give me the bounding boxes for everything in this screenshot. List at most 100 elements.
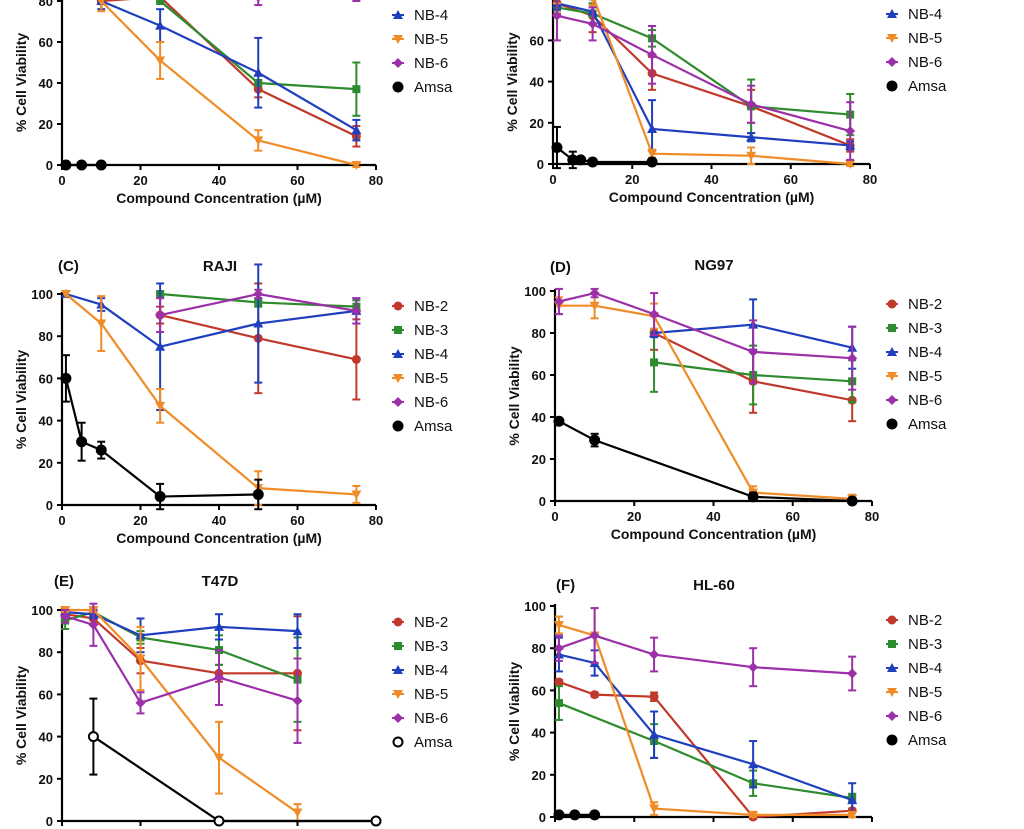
legend-label: NB-4: [414, 7, 448, 24]
x-tick-label: 60: [784, 172, 798, 187]
amsa-marker: [370, 815, 382, 827]
series-amsa: [60, 354, 264, 511]
legend-item-amsa: Amsa: [392, 734, 453, 751]
nb-4-marker: [393, 349, 403, 358]
y-tick-label: 20: [39, 117, 53, 132]
legend-item-nb-2: NB-2: [392, 298, 448, 315]
amsa-marker: [87, 731, 99, 743]
panel-label: (C): [58, 258, 79, 275]
nb-2-marker: [554, 677, 564, 687]
amsa-marker: [392, 736, 404, 748]
x-axis-label: Compound Concentration (µM): [116, 190, 322, 206]
panel-title: RAJI: [203, 258, 237, 275]
nb-5-marker: [589, 301, 600, 311]
series-nb-4: [60, 263, 362, 412]
legend-label: NB-2: [908, 612, 942, 629]
y-tick-label: 60: [39, 35, 53, 50]
nb-5-marker: [135, 654, 146, 664]
legend-label: NB-5: [908, 30, 942, 47]
legend-item-nb-3: NB-3: [392, 638, 448, 655]
nb-5-marker: [393, 690, 403, 699]
nb-4-marker: [214, 621, 224, 631]
legend-label: NB-6: [908, 708, 942, 725]
nb-5-marker: [649, 804, 660, 814]
x-tick-label: 0: [58, 173, 65, 188]
x-axis-label: Compound Concentration (µM): [611, 526, 817, 542]
amsa-marker: [95, 444, 107, 456]
nb-4-marker: [393, 665, 403, 674]
series-nb-2: [96, 0, 361, 148]
legend-label: NB-4: [414, 346, 448, 363]
legend-item-nb-5: NB-5: [886, 368, 942, 385]
y-tick-label: 40: [532, 410, 546, 425]
nb-6-marker: [587, 18, 598, 29]
x-tick-label: 20: [133, 173, 147, 188]
legend-item-nb-2: NB-2: [886, 296, 942, 313]
nb-6-marker: [155, 310, 166, 321]
series-amsa: [553, 415, 858, 507]
nb-6-marker: [746, 99, 757, 110]
nb-2-marker: [351, 354, 361, 364]
legend-label: NB-6: [908, 392, 942, 409]
legend-label: NB-5: [414, 686, 448, 703]
legend-label: NB-2: [414, 298, 448, 315]
nb-4-marker: [253, 67, 264, 77]
x-tick-label: 20: [625, 172, 639, 187]
series-amsa: [551, 125, 658, 170]
amsa-marker: [846, 495, 858, 507]
amsa-marker: [60, 372, 72, 384]
legend-item-nb-6: NB-6: [886, 392, 942, 409]
legend-label: NB-3: [414, 322, 448, 339]
nb-6-marker: [214, 672, 224, 683]
y-tick-label: 40: [39, 414, 53, 429]
legend-item-amsa: Amsa: [392, 418, 453, 435]
nb-4-marker: [155, 341, 166, 351]
series-amsa: [60, 159, 107, 171]
y-axis-label: % Cell Viability: [13, 350, 29, 450]
x-tick-label: 80: [863, 172, 877, 187]
nb-2-marker: [649, 692, 659, 702]
nb-6-marker: [60, 611, 71, 622]
x-tick-label: 20: [627, 509, 641, 524]
series-nb-4: [553, 636, 858, 818]
legend-label: NB-6: [414, 394, 448, 411]
x-tick-label: 40: [704, 172, 718, 187]
series-line: [558, 420, 853, 503]
legend-item-nb-5: NB-5: [886, 684, 942, 701]
nb-6-marker: [256, 0, 261, 2]
x-tick-label: 80: [369, 173, 383, 188]
nb-6-marker: [748, 662, 759, 673]
y-tick-label: 20: [532, 452, 546, 467]
y-tick-label: 100: [524, 284, 546, 299]
nb-6-marker: [553, 296, 564, 307]
nb-6-marker: [589, 630, 600, 641]
y-tick-label: 20: [532, 768, 546, 783]
amsa-marker: [553, 809, 565, 821]
nb-4-marker: [887, 347, 897, 356]
legend-item-nb-4: NB-4: [886, 660, 942, 677]
nb-6-marker: [887, 57, 897, 67]
x-tick-label: 40: [212, 173, 226, 188]
nb-6-marker: [553, 643, 564, 654]
y-tick-label: 80: [39, 329, 53, 344]
amsa-marker: [569, 809, 581, 821]
legend-item-nb-3: NB-3: [886, 636, 942, 653]
series-nb-5: [97, 0, 362, 170]
y-tick-label: 0: [46, 814, 53, 829]
nb-5-marker: [393, 35, 403, 44]
nb-5-marker: [155, 401, 166, 411]
nb-6-marker: [393, 713, 403, 723]
nb-4-marker: [649, 729, 660, 739]
y-axis-label: % Cell Viability: [504, 32, 520, 132]
y-tick-label: 40: [532, 726, 546, 741]
amsa-marker: [392, 81, 404, 93]
y-tick-label: 20: [39, 456, 53, 471]
legend-item-nb-5: NB-5: [886, 30, 942, 47]
y-tick-label: 60: [39, 687, 53, 702]
nb-4-marker: [292, 626, 303, 636]
panel-label: (F): [556, 577, 575, 594]
nb-4-marker: [393, 10, 403, 19]
panel-label: (E): [54, 573, 74, 590]
x-tick-label: 0: [551, 509, 558, 524]
nb-6-marker: [847, 353, 858, 364]
